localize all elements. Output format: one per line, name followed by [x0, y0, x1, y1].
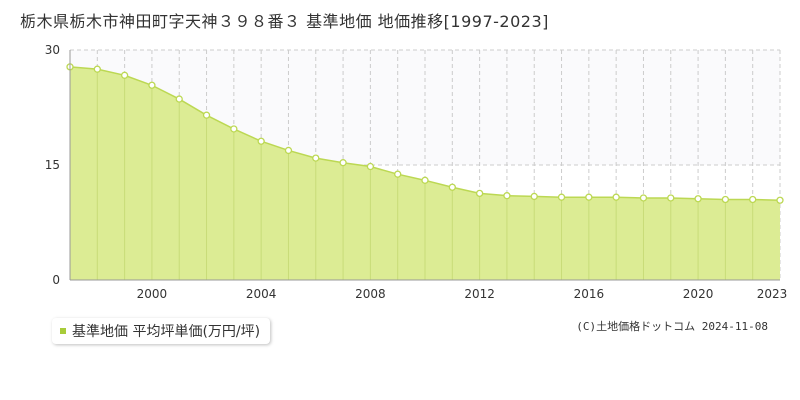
data-point: [721, 195, 730, 204]
data-point: [776, 196, 784, 204]
data-point: [667, 194, 675, 202]
data-point: [394, 170, 402, 178]
legend-label: 基準地価 平均坪単価(万円/坪): [72, 324, 261, 340]
data-point: [694, 195, 702, 203]
data-point: [585, 193, 593, 201]
data-point: [202, 111, 211, 119]
data-point: [612, 193, 620, 201]
data-point: [366, 162, 375, 171]
x-tick-label: 2016: [574, 287, 605, 301]
data-point: [503, 192, 511, 200]
copyright-text: (C)土地価格ドットコム 2024-11-08: [576, 320, 768, 333]
data-point: [557, 193, 566, 201]
data-point: [749, 195, 757, 204]
data-point: [639, 194, 648, 202]
x-tick-label: 2000: [137, 287, 168, 301]
data-point: [312, 154, 320, 162]
data-point: [475, 189, 484, 198]
series-area: [70, 66, 780, 280]
data-point: [148, 81, 156, 89]
data-point: [230, 125, 238, 133]
data-point: [339, 159, 347, 167]
data-point: [257, 137, 265, 145]
x-tick-label: 2004: [246, 287, 277, 301]
x-tick-label: 2023: [757, 287, 788, 301]
x-tick-label: 2012: [464, 287, 495, 301]
data-point: [284, 146, 293, 155]
data-point: [421, 176, 429, 184]
chart-title: 栃木県栃木市神田町字天神３９８番３ 基準地価 地価推移[1997-2023]: [20, 12, 549, 31]
y-tick-label: 0: [52, 273, 60, 287]
data-point: [93, 65, 101, 73]
y-tick-label: 15: [45, 158, 60, 172]
y-tick-label: 30: [45, 43, 60, 57]
data-point: [120, 71, 129, 79]
legend-swatch: [60, 328, 66, 334]
data-point: [448, 183, 456, 191]
x-tick-label: 2020: [683, 287, 714, 301]
legend: 基準地価 平均坪単価(万円/坪): [52, 318, 271, 344]
x-tick-label: 2008: [355, 287, 386, 301]
data-point: [530, 192, 538, 201]
data-point: [175, 95, 183, 103]
